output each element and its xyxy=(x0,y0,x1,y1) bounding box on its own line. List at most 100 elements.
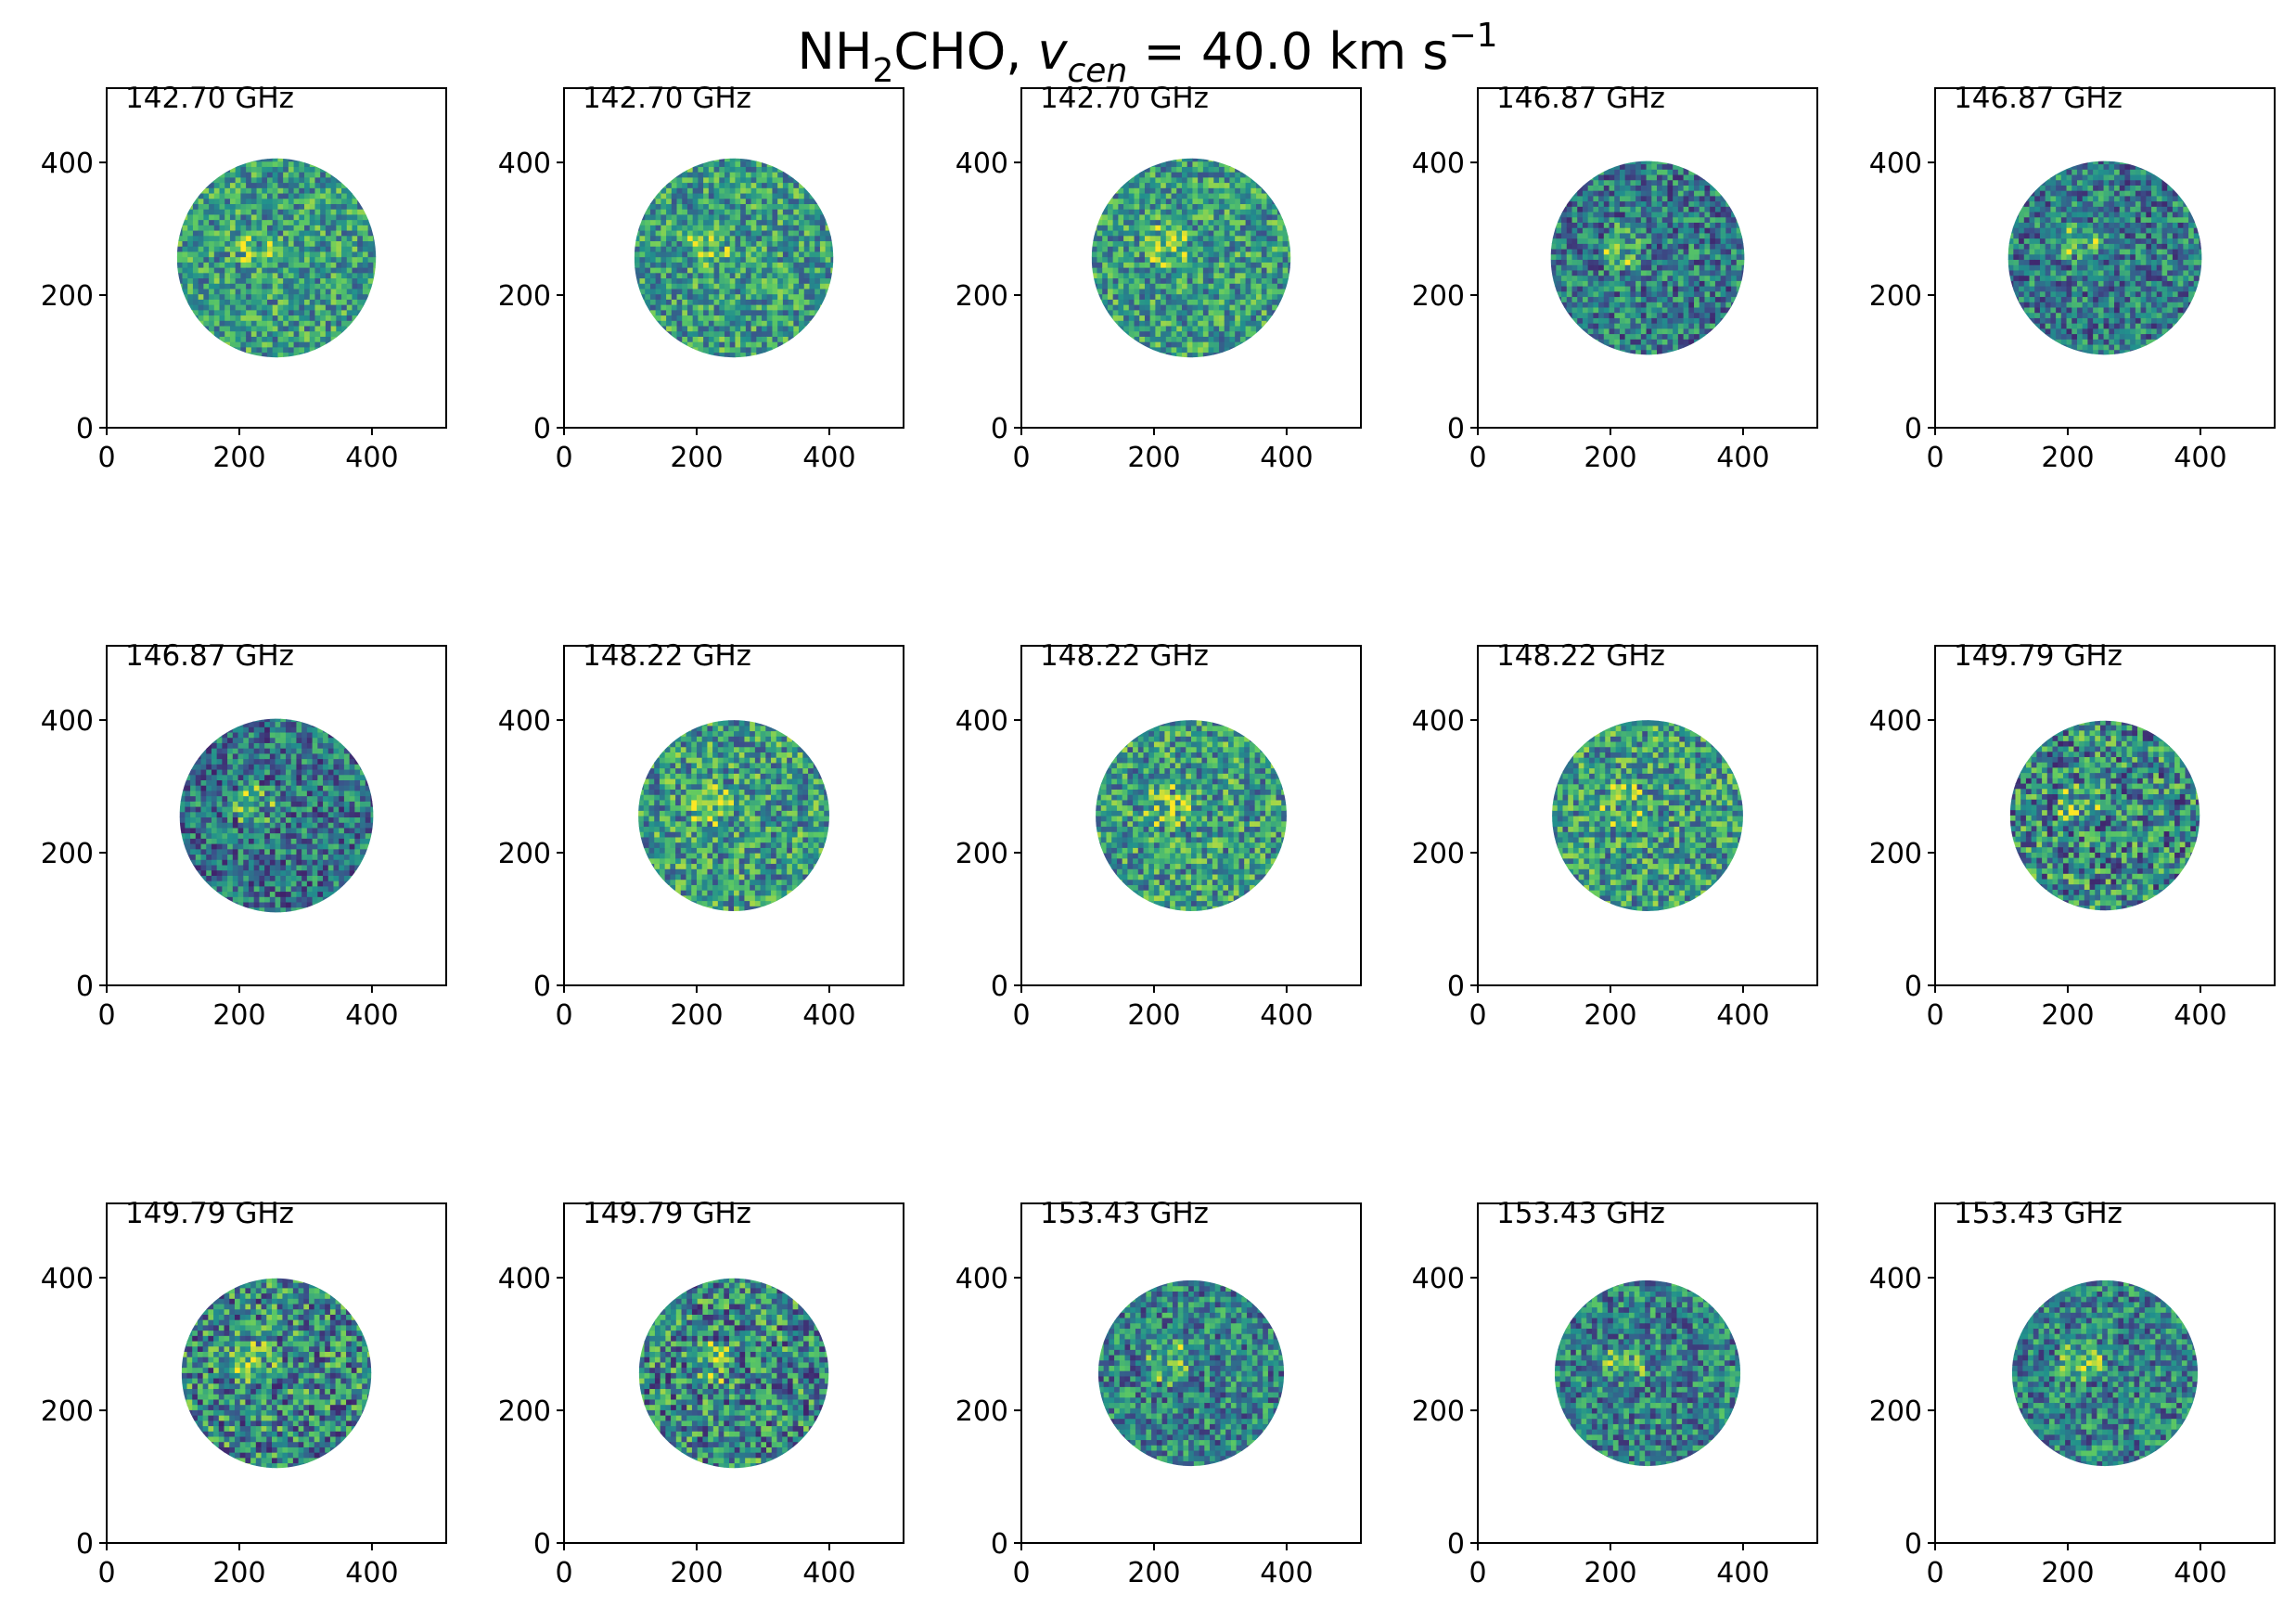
heatmap-cell xyxy=(330,267,337,274)
heatmap-cell xyxy=(708,251,715,258)
heatmap-cell xyxy=(1181,304,1188,311)
heatmap-cell xyxy=(198,235,204,242)
heatmap-cell xyxy=(1272,288,1278,295)
heatmap-cell xyxy=(1609,286,1615,292)
heatmap-cell xyxy=(1593,216,1599,223)
heatmap-cell xyxy=(1646,248,1652,255)
heatmap-cell xyxy=(1181,203,1188,210)
heatmap-cell xyxy=(1235,304,1241,311)
heatmap-cell xyxy=(1725,211,1732,218)
heatmap-cell xyxy=(703,192,710,199)
heatmap-cell xyxy=(1651,264,1658,271)
heatmap-cell xyxy=(1107,277,1114,284)
heatmap-cell xyxy=(1577,232,1584,239)
heatmap-cell xyxy=(1112,192,1119,199)
heatmap-cell xyxy=(346,304,353,311)
heatmap-cell xyxy=(1661,259,1669,265)
heatmap-cell xyxy=(2039,222,2046,228)
heatmap-cell xyxy=(1266,203,1273,210)
heatmap-cell xyxy=(309,198,316,204)
heatmap-cell xyxy=(246,341,252,348)
heatmap-cell xyxy=(1112,203,1119,210)
heatmap-cell xyxy=(1171,315,1177,321)
heatmap-cell xyxy=(2039,306,2046,314)
heatmap-cell xyxy=(1288,225,1291,231)
heatmap-cell xyxy=(1683,339,1689,345)
heatmap-cell xyxy=(692,330,699,337)
heatmap-cell xyxy=(1651,343,1658,351)
heatmap-cell xyxy=(1139,288,1146,295)
heatmap-cell xyxy=(250,304,258,311)
heatmap-cell xyxy=(209,213,215,221)
heatmap-cell xyxy=(1282,251,1289,258)
heatmap-cell xyxy=(1245,172,1251,178)
heatmap-cell xyxy=(1614,163,1621,170)
heatmap-cell xyxy=(1657,179,1663,186)
heatmap-cell xyxy=(304,240,311,247)
heatmap-cell xyxy=(1213,267,1220,274)
heatmap-cell xyxy=(1667,306,1674,314)
heatmap-cell xyxy=(740,330,747,337)
heatmap-cell xyxy=(1624,163,1632,170)
heatmap-cell xyxy=(708,336,715,342)
heatmap-cell xyxy=(299,219,305,225)
heatmap-cell xyxy=(1683,185,1689,191)
heatmap-cell xyxy=(1657,161,1663,165)
heatmap-cell xyxy=(203,187,210,194)
heatmap-cell xyxy=(357,309,364,316)
heatmap-cell xyxy=(283,304,289,311)
heatmap-cell xyxy=(713,229,720,237)
heatmap-cell xyxy=(229,229,237,237)
heatmap-cell xyxy=(686,299,694,305)
heatmap-cell xyxy=(1577,253,1584,261)
heatmap-cell xyxy=(809,251,815,258)
heatmap-cell xyxy=(1704,222,1711,228)
heatmap-cell xyxy=(1235,283,1241,289)
heatmap-cell xyxy=(1213,272,1220,279)
heatmap-cell xyxy=(671,235,678,242)
heatmap-cell xyxy=(1571,259,1578,265)
heatmap-cell xyxy=(1149,240,1156,247)
heatmap-cell xyxy=(819,229,827,237)
heatmap-cell xyxy=(1614,195,1621,202)
heatmap-cell xyxy=(713,262,720,268)
heatmap-cell xyxy=(299,182,305,188)
heatmap-cell xyxy=(1192,262,1199,268)
heatmap-cell xyxy=(1731,211,1738,218)
heatmap-cell xyxy=(1603,200,1610,207)
heatmap-cell xyxy=(1598,317,1605,324)
heatmap-cell xyxy=(1229,198,1236,204)
heatmap-cell xyxy=(1112,246,1119,252)
heatmap-cell xyxy=(1556,253,1562,261)
heatmap-cell xyxy=(1128,256,1135,263)
heatmap-cell xyxy=(756,158,763,162)
heatmap-cell xyxy=(745,213,752,221)
heatmap-cell xyxy=(362,225,369,231)
heatmap-cell xyxy=(1144,262,1151,268)
heatmap-cell xyxy=(250,267,258,274)
heatmap-cell xyxy=(1198,229,1204,237)
heatmap-cell xyxy=(1128,213,1135,221)
heatmap-cell xyxy=(1635,280,1642,287)
heatmap-cell xyxy=(713,176,720,184)
heatmap-cell xyxy=(686,293,694,300)
heatmap-cell xyxy=(1213,283,1220,289)
heatmap-cell xyxy=(676,304,683,311)
heatmap-cell xyxy=(1149,182,1156,188)
heatmap-cell xyxy=(309,299,316,305)
heatmap-cell xyxy=(1688,174,1695,181)
heatmap-cell xyxy=(1582,190,1589,197)
heatmap-cell xyxy=(203,325,210,332)
heatmap-cell xyxy=(803,272,811,279)
heatmap-cell xyxy=(1720,222,1726,228)
heatmap-cell xyxy=(772,283,778,289)
heatmap-cell xyxy=(1198,293,1204,300)
heatmap-cell xyxy=(314,267,321,274)
heatmap-cell xyxy=(676,330,683,337)
heatmap-cell xyxy=(671,336,678,342)
heatmap-cell xyxy=(1571,306,1578,314)
heatmap-cell xyxy=(1112,267,1119,274)
heatmap-cell xyxy=(2023,232,2031,239)
heatmap-cell xyxy=(645,213,651,221)
heatmap-cell xyxy=(1171,192,1177,199)
